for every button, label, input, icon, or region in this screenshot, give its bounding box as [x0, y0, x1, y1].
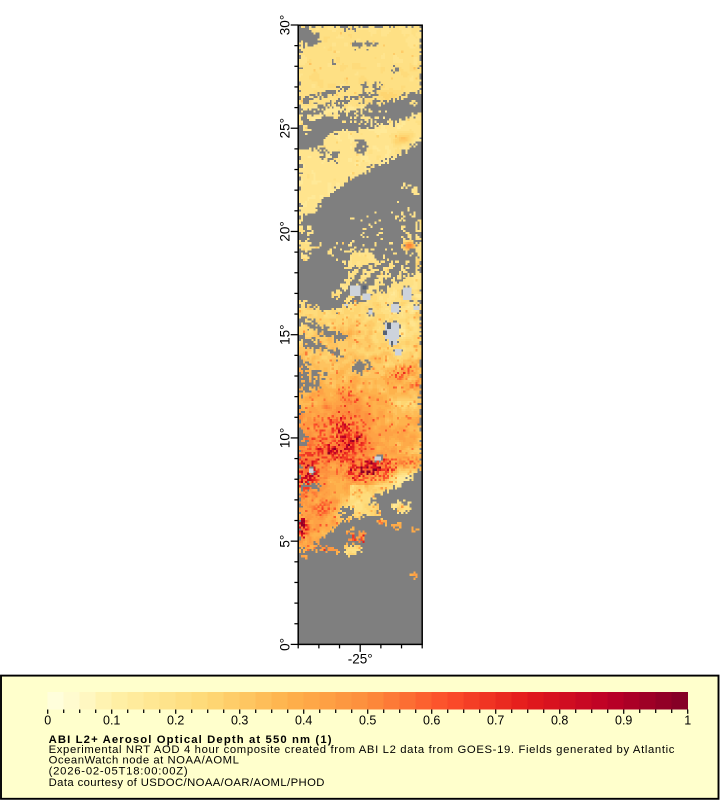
svg-text:0.7: 0.7: [487, 714, 504, 728]
svg-text:Experimental NRT AOD 4 hour co: Experimental NRT AOD 4 hour composite cr…: [49, 744, 675, 756]
svg-text:(2026-02-05T18:00:00Z): (2026-02-05T18:00:00Z): [49, 765, 189, 777]
svg-text:0.9: 0.9: [615, 714, 632, 728]
svg-text:30°: 30°: [278, 15, 293, 35]
svg-text:0.6: 0.6: [423, 714, 440, 728]
svg-text:Data courtesy of USDOC/NOAA/OA: Data courtesy of USDOC/NOAA/OAR/AOML/PHO…: [49, 777, 325, 789]
svg-text:0.5: 0.5: [359, 714, 376, 728]
svg-text:25°: 25°: [278, 118, 293, 138]
svg-text:15°: 15°: [278, 324, 293, 344]
svg-text:1: 1: [684, 714, 691, 728]
svg-text:-25°: -25°: [348, 652, 373, 667]
svg-text:ABI L2+ Aerosol Optical Depth: ABI L2+ Aerosol Optical Depth at 550 nm …: [49, 734, 333, 746]
svg-text:0°: 0°: [278, 638, 293, 651]
svg-text:20°: 20°: [278, 221, 293, 241]
svg-text:0.8: 0.8: [551, 714, 568, 728]
svg-text:0: 0: [44, 714, 51, 728]
svg-text:10°: 10°: [278, 428, 293, 448]
svg-text:0.1: 0.1: [103, 714, 120, 728]
svg-text:5°: 5°: [278, 535, 293, 548]
svg-text:0.4: 0.4: [295, 714, 312, 728]
svg-text:0.2: 0.2: [167, 714, 184, 728]
svg-text:OceanWatch node at NOAA/AOML: OceanWatch node at NOAA/AOML: [49, 754, 240, 766]
svg-text:0.3: 0.3: [231, 714, 248, 728]
